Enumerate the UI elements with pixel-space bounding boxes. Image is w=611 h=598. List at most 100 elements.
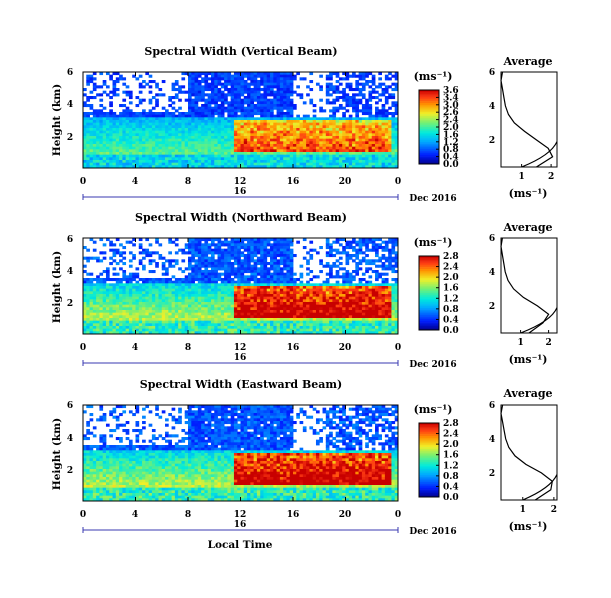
heatmap-cell	[296, 283, 300, 287]
heatmap-cell	[128, 299, 133, 303]
heatmap-cell	[253, 74, 258, 78]
heatmap-cell	[204, 162, 209, 166]
heatmap-cell	[145, 157, 150, 161]
heatmap-cell	[83, 165, 87, 169]
heatmap-cell	[345, 136, 350, 140]
heatmap-cell	[227, 248, 232, 252]
heatmap-cell	[214, 98, 218, 102]
heatmap-cell	[276, 294, 281, 298]
heatmap-cell	[332, 262, 337, 266]
heatmap-cell	[365, 238, 369, 242]
heatmap-cell	[102, 294, 107, 298]
heatmap-cell	[128, 291, 133, 295]
colorbar-swatch	[419, 149, 439, 152]
heatmap-cell	[299, 96, 304, 100]
heatmap-cell	[171, 259, 176, 263]
heatmap-cell	[279, 136, 284, 140]
heatmap-cell	[355, 296, 360, 300]
heatmap-cell	[315, 152, 320, 156]
heatmap-cell	[233, 82, 238, 86]
heatmap-cell	[253, 96, 258, 100]
heatmap-cell	[207, 243, 212, 247]
heatmap-cell	[237, 240, 241, 244]
heatmap-cell	[355, 165, 360, 169]
heatmap-cell	[214, 93, 218, 97]
heatmap-cell	[197, 264, 202, 268]
heatmap-cell	[210, 165, 215, 169]
heatmap-cell	[276, 93, 281, 97]
heatmap-cell	[201, 275, 205, 279]
heatmap-cell	[148, 141, 153, 145]
heatmap-cell	[138, 90, 143, 94]
heatmap-cell	[319, 138, 323, 142]
heatmap-cell	[158, 146, 163, 150]
heatmap-cell	[174, 251, 179, 255]
heatmap-cell	[148, 122, 153, 126]
heatmap-cell	[335, 138, 340, 142]
heatmap-cell	[371, 77, 376, 81]
heatmap-cell	[92, 304, 97, 308]
heatmap-cell	[371, 82, 376, 86]
heatmap-cell	[240, 90, 245, 94]
heatmap-cell	[312, 120, 317, 124]
heatmap-cell	[319, 310, 323, 314]
heatmap-cell	[345, 149, 350, 153]
heatmap-cell	[240, 240, 245, 244]
heatmap-cell	[237, 138, 241, 142]
heatmap-cell	[125, 136, 130, 140]
heatmap-cell	[260, 82, 264, 86]
heatmap-cell	[325, 312, 330, 316]
heatmap-cell	[306, 152, 310, 156]
heatmap-cell	[253, 149, 258, 153]
heatmap-cell	[338, 302, 343, 306]
heatmap-cell	[115, 133, 120, 137]
heatmap-cell	[348, 101, 353, 105]
heatmap-cell	[335, 133, 340, 137]
heatmap-cell	[283, 128, 287, 132]
heatmap-cell	[296, 154, 300, 158]
heatmap-cell	[260, 272, 264, 276]
heatmap-cell	[230, 77, 235, 81]
heatmap-cell	[273, 160, 277, 164]
heatmap-cell	[345, 165, 350, 169]
heatmap-cell	[286, 80, 291, 84]
heatmap-cell	[378, 98, 382, 102]
heatmap-cell	[253, 267, 258, 271]
heatmap-cell	[355, 80, 360, 84]
heatmap-cell	[237, 248, 241, 252]
heatmap-cell	[348, 125, 353, 129]
heatmap-cell	[260, 307, 264, 311]
heatmap-cell	[250, 96, 255, 100]
heatmap-cell	[355, 302, 360, 306]
heatmap-cell	[224, 310, 228, 314]
heatmap-cell	[142, 251, 146, 255]
heatmap-cell	[302, 120, 307, 124]
heatmap-cell	[102, 114, 107, 118]
heatmap-cell	[142, 286, 146, 290]
heatmap-cell	[233, 96, 238, 100]
heatmap-cell	[302, 283, 307, 287]
heatmap-cell	[112, 310, 117, 314]
heatmap-cell	[155, 117, 159, 121]
heatmap-cell	[273, 152, 277, 156]
heatmap-cell	[115, 312, 120, 316]
heatmap-cell	[250, 267, 255, 271]
heatmap-cell	[112, 304, 117, 308]
heatmap-cell	[250, 278, 255, 282]
heatmap-cell	[210, 302, 215, 306]
heatmap-cell	[375, 299, 379, 303]
heatmap-cell	[204, 104, 209, 108]
heatmap-cell	[99, 307, 104, 311]
heatmap-cell	[338, 96, 343, 100]
heatmap-cell	[165, 283, 169, 287]
heatmap-cell	[319, 122, 323, 126]
heatmap-cell	[338, 104, 343, 108]
heatmap-cell	[243, 280, 248, 284]
heatmap-cell	[204, 80, 209, 84]
heatmap-cell	[266, 294, 271, 298]
heatmap-cell	[210, 112, 215, 116]
heatmap-cell	[319, 291, 323, 295]
heatmap-cell	[151, 286, 156, 290]
heatmap-cell	[230, 160, 235, 164]
heatmap-cell	[270, 165, 274, 169]
